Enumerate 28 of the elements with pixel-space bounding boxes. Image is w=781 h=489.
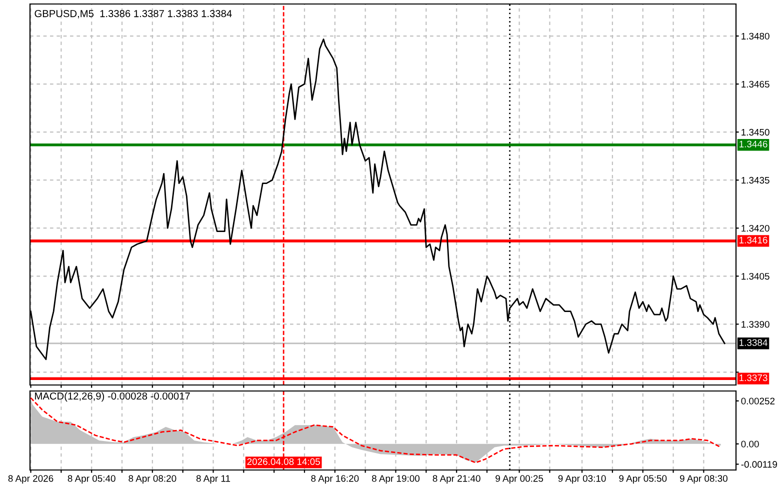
x-tick-label: 8 Apr 2026 [8,475,54,484]
y-tick-label: 1.3435 [742,176,770,184]
ref-line-label: 1.3384 [740,339,768,346]
text: GBPUSD,M5 1.3386 1.3387 1.3383 1.3384 [34,10,232,18]
x-tick-label: 8 Apr 05:40 [68,475,116,484]
ref-line-label: 1.3373 [740,374,768,382]
ref-line-label: 2026.04.08 14:05 [247,458,320,465]
ref-line-label: 1.3416 [740,236,768,244]
x-tick-label: 9 Apr 05:50 [619,475,667,484]
x-tick-label: 9 Apr 08:30 [680,475,728,484]
x-tick-label: 9 Apr 03:10 [558,475,606,484]
x-tick-label: 8 Apr 21:40 [432,475,480,484]
y-tick-label: 1.3420 [742,224,770,232]
ref-line-label: 1.3446 [740,140,768,148]
y-tick-label: 1.3465 [742,80,770,88]
y-tick-label: 1.3450 [742,128,770,136]
x-tick-label: 8 Apr 08:20 [128,475,176,484]
x-tick-label: 9 Apr 00:25 [496,475,544,484]
x-tick-label: 8 Apr 19:00 [372,475,420,484]
y-tick-label: 1.3405 [742,272,770,280]
x-tick-label: 8 Apr 11 [196,475,230,484]
y-tick-label: 0.00252 [741,398,775,404]
y-tick-label: -0.00119 [741,461,777,468]
y-tick-label: 0.00 [741,440,759,448]
x-tick-label: 8 Apr 16:20 [311,475,359,484]
y-tick-label: 1.3480 [742,32,770,40]
y-tick-label: 1.3390 [742,320,770,328]
chart-title: MACD(12,26,9) -0.00028 -0.00017 [35,392,190,402]
